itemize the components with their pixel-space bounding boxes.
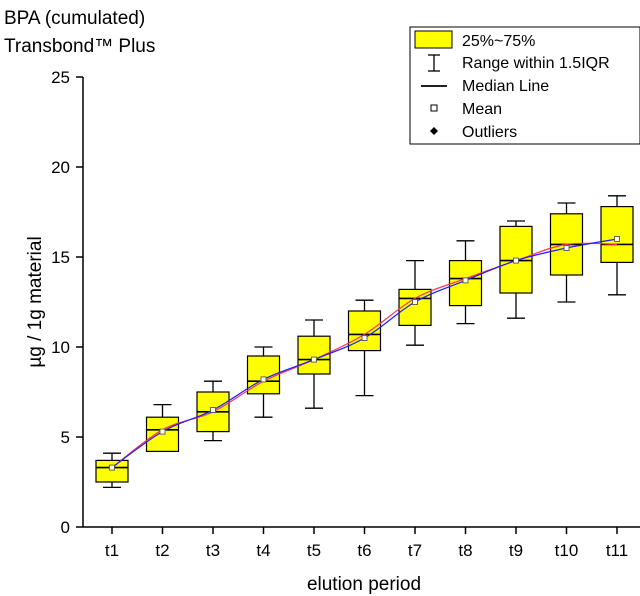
- legend-entry-range: Range within 1.5IQR: [462, 55, 610, 72]
- y-tick-label: 5: [61, 428, 70, 447]
- x-tick-label: t2: [155, 541, 169, 560]
- box-t10: [549, 202, 584, 303]
- legend-entry-mean: Mean: [462, 101, 502, 118]
- box-t11: [600, 195, 634, 296]
- mean-marker: [260, 376, 267, 383]
- y-tick-label: 10: [51, 338, 70, 357]
- legend-box-swatch: [414, 30, 453, 49]
- mean-marker: [109, 464, 115, 471]
- mean-marker: [614, 236, 620, 242]
- legend-outlier-symbol: [430, 127, 438, 135]
- box-t7: [398, 259, 432, 346]
- mean-marker: [159, 428, 166, 435]
- x-tick-label: t8: [458, 541, 472, 560]
- legend-whisker-symbol: [428, 54, 440, 72]
- box-t2: [145, 403, 180, 453]
- x-tick-label: t10: [555, 541, 579, 560]
- iqr-box: [448, 260, 483, 307]
- legend-entry-iqr: 25%~75%: [462, 33, 535, 50]
- mean-marker: [311, 356, 317, 363]
- box-t9: [499, 220, 533, 319]
- x-axis-label: elution period: [307, 574, 421, 595]
- y-tick-label: 0: [61, 518, 70, 537]
- x-axis-ticks: t1 t2 t3 t4 t5 t6 t7 t8 t9 t10 t11: [105, 527, 628, 560]
- legend-entry-median: Median Line: [462, 78, 549, 95]
- mean-marker: [563, 245, 570, 251]
- mean-marker: [513, 257, 519, 264]
- mean-marker: [412, 299, 418, 305]
- y-tick-label: 20: [51, 158, 70, 177]
- x-tick-label: t5: [307, 541, 321, 560]
- mean-marker: [462, 277, 469, 284]
- x-tick-label: t1: [105, 541, 119, 560]
- x-tick-label: t9: [509, 541, 523, 560]
- median-trend-line: [111, 242, 618, 469]
- box-t8: [448, 240, 483, 325]
- chart-subtitle: Transbond™ Plus: [4, 36, 155, 57]
- legend-mean-symbol: [430, 104, 438, 112]
- x-tick-label: t6: [357, 541, 371, 560]
- legend: 25%~75% Range within 1.5IQR Median Line …: [409, 26, 640, 145]
- x-tick-label: t4: [256, 541, 270, 560]
- mean-marker: [361, 335, 368, 341]
- y-tick-label: 25: [51, 68, 70, 87]
- box-t6: [347, 299, 382, 397]
- y-tick-label: 15: [51, 248, 70, 267]
- legend-entry-outliers: Outliers: [462, 124, 517, 141]
- mean-markers: [109, 236, 620, 471]
- box-series: [95, 195, 634, 489]
- x-tick-label: t11: [606, 541, 628, 560]
- iqr-box: [398, 288, 432, 326]
- mean-marker: [210, 407, 216, 413]
- iqr-box: [95, 459, 129, 483]
- x-tick-label: t7: [408, 541, 422, 560]
- y-axis-label: µg / 1g material: [25, 236, 46, 367]
- y-axis-ticks: 0 5 10 15 20 25: [51, 68, 83, 537]
- chart-title: BPA (cumulated): [4, 8, 145, 29]
- x-tick-label: t3: [206, 541, 220, 560]
- iqr-box: [600, 206, 634, 264]
